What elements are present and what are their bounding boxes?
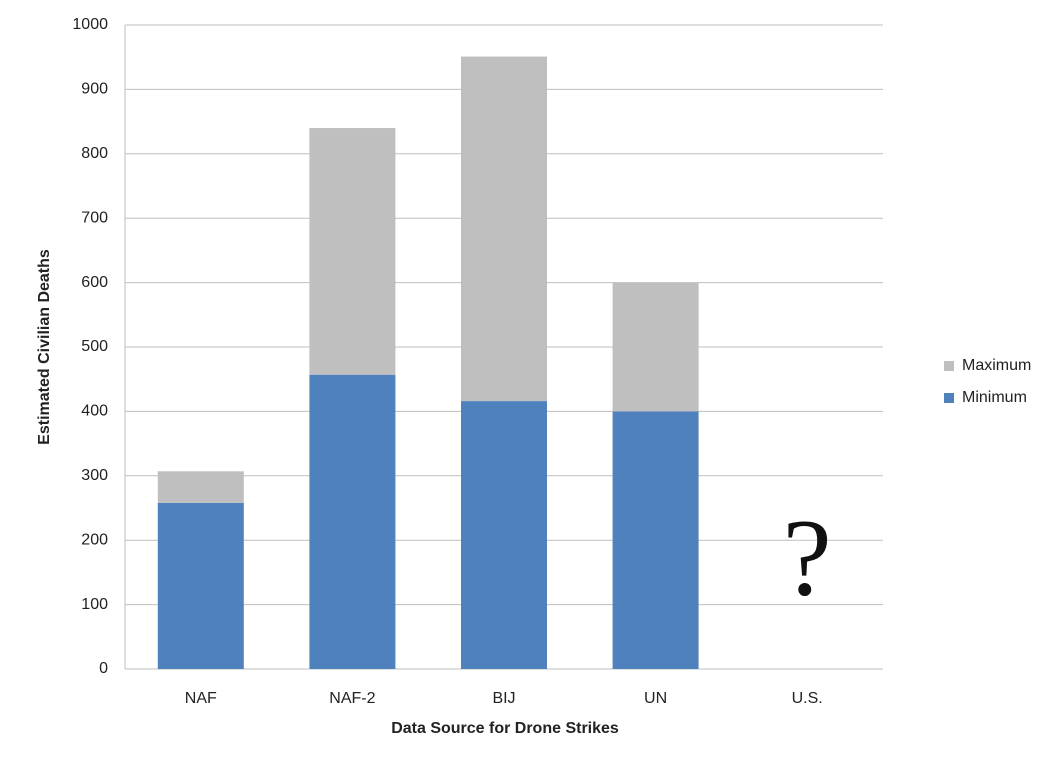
x-tick-label: NAF-2 <box>329 690 375 707</box>
bar-segment <box>157 471 244 503</box>
bar-segment <box>309 374 396 669</box>
y-axis-title: Estimated Civilian Deaths <box>36 249 53 445</box>
y-tick-label: 400 <box>81 403 108 420</box>
legend-label: Minimum <box>962 389 1027 406</box>
legend-label: Maximum <box>962 357 1031 374</box>
x-tick-label: UN <box>644 690 667 707</box>
bar-segment <box>612 411 699 669</box>
x-axis-title: Data Source for Drone Strikes <box>391 720 619 737</box>
x-tick-label: BIJ <box>492 690 515 707</box>
x-tick-label: U.S. <box>792 690 823 707</box>
y-tick-label: 600 <box>81 274 108 291</box>
x-tick-label: NAF <box>185 690 217 707</box>
y-tick-label: 200 <box>81 531 108 548</box>
y-tick-label: 700 <box>81 209 108 226</box>
y-tick-label: 100 <box>81 596 108 613</box>
y-tick-label: 900 <box>81 81 108 98</box>
bar-segment <box>612 282 699 412</box>
bar-segment <box>309 128 396 375</box>
y-tick-label: 0 <box>99 660 108 677</box>
legend-swatch <box>944 393 954 403</box>
y-tick-label: 500 <box>81 338 108 355</box>
y-tick-label: 800 <box>81 145 108 162</box>
bar-segment <box>157 502 244 669</box>
y-tick-label: 300 <box>81 467 108 484</box>
legend-swatch <box>944 361 954 371</box>
y-tick-label: 1000 <box>72 16 108 33</box>
bar-segment <box>461 56 547 402</box>
bar-segment <box>461 401 547 669</box>
annotation: ? <box>783 496 832 618</box>
